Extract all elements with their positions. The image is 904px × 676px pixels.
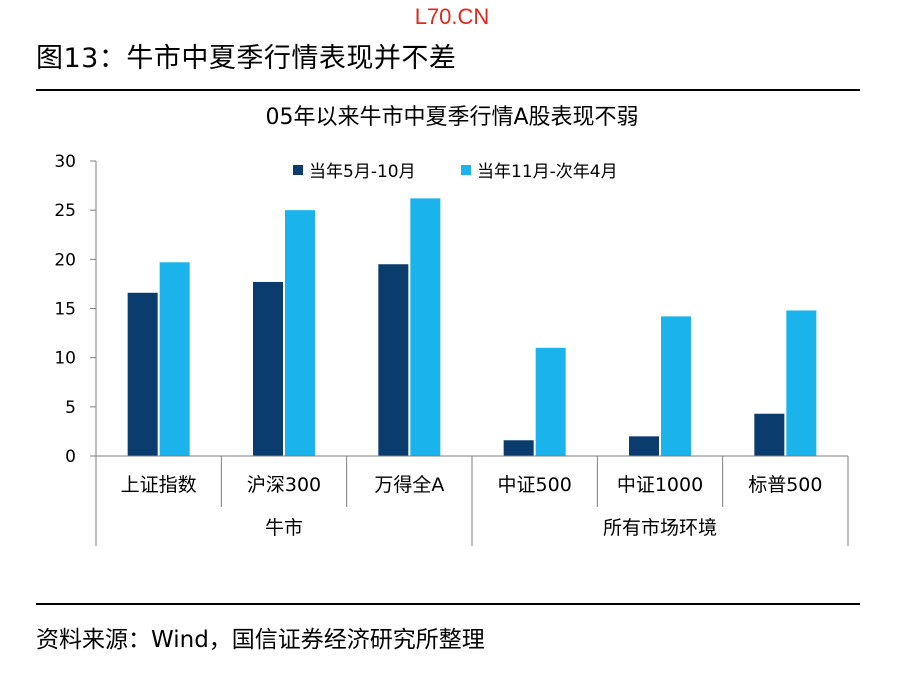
legend-label-series-1: 当年5月-10月 — [309, 162, 416, 182]
x-group-label: 牛市 — [265, 517, 303, 539]
y-tick-label: 0 — [65, 447, 76, 467]
x-category-label: 标普500 — [748, 474, 822, 496]
x-category-label: 中证1000 — [617, 474, 703, 496]
y-axis: 0 5 10 15 20 25 30 — [54, 152, 97, 467]
bar-series-2-1 — [159, 262, 190, 456]
legend-swatch-series-1 — [293, 165, 303, 175]
bar-series-1-4 — [503, 440, 534, 456]
bottom-divider — [36, 603, 860, 605]
bar-series-1-2 — [253, 281, 283, 456]
x-group-label: 所有市场环境 — [603, 517, 717, 539]
y-tick-label: 5 — [65, 398, 76, 418]
figure-title: 图13：牛市中夏季行情表现并不差 — [36, 43, 457, 74]
y-tick-label: 15 — [54, 300, 76, 320]
source-note: 资料来源：Wind，国信证券经济研究所整理 — [36, 627, 485, 653]
top-divider — [36, 89, 860, 91]
bars — [127, 198, 817, 456]
chart-title: 05年以来牛市中夏季行情A股表现不弱 — [265, 105, 638, 130]
x-category-label: 中证500 — [498, 474, 572, 496]
bar-series-1-1 — [127, 292, 158, 456]
y-tick-label: 20 — [54, 250, 76, 270]
x-category-label: 上证指数 — [121, 474, 197, 496]
bar-series-2-5 — [661, 316, 691, 456]
x-axis: 上证指数 沪深300 万得全A 中证500 中证1000 标普500 牛市 所有市场环境 — [95, 455, 849, 546]
bar-series-2-4 — [535, 347, 566, 456]
bar-series-1-5 — [629, 436, 659, 456]
legend-swatch-series-2 — [461, 165, 471, 175]
watermark-text: L70.CN — [414, 4, 490, 29]
y-tick-label: 30 — [54, 152, 76, 172]
x-category-label: 万得全A — [374, 474, 444, 496]
x-category-label: 沪深300 — [247, 474, 321, 496]
bar-series-1-6 — [754, 413, 785, 456]
bar-series-1-3 — [378, 264, 409, 456]
bar-series-2-6 — [786, 310, 817, 456]
legend: 当年5月-10月 当年11月-次年4月 — [293, 162, 618, 182]
bar-series-2-2 — [285, 210, 315, 456]
bar-series-2-3 — [410, 198, 441, 456]
legend-label-series-2: 当年11月-次年4月 — [477, 162, 618, 182]
y-tick-label: 25 — [54, 201, 76, 221]
y-tick-label: 10 — [54, 349, 76, 369]
